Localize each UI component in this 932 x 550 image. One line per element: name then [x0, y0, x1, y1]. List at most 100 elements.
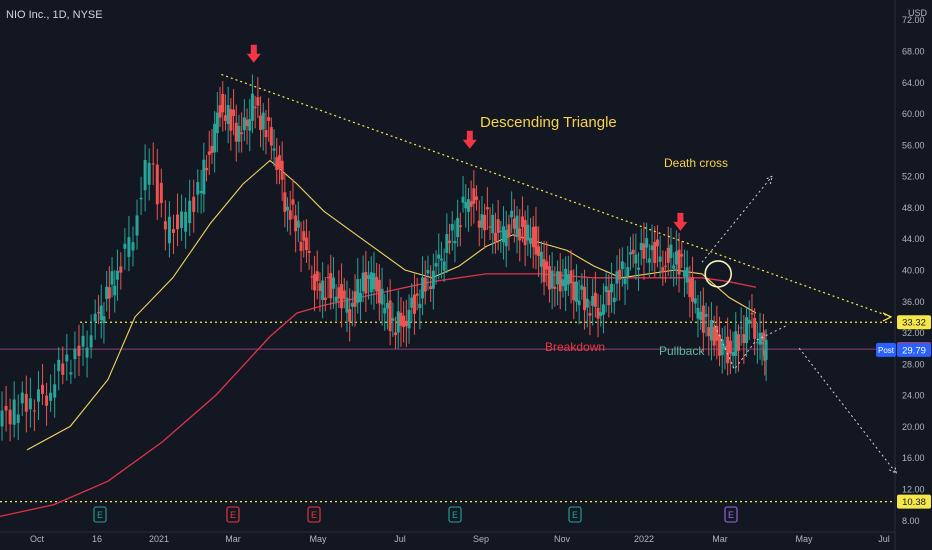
- candle-body: [176, 214, 180, 230]
- y-tick-label: 8.00: [902, 516, 920, 526]
- candle-body: [261, 112, 265, 130]
- candle-body: [510, 210, 514, 218]
- candle-body: [61, 363, 65, 375]
- candle-body: [180, 211, 184, 229]
- candle-body: [299, 241, 303, 251]
- candle-body: [699, 311, 703, 320]
- candle-body: [607, 290, 611, 306]
- candle-body: [28, 398, 32, 410]
- candle-body: [507, 224, 511, 237]
- candle-body: [99, 305, 103, 321]
- candle-body: [569, 270, 573, 284]
- earnings-marker-icon: [448, 506, 462, 523]
- candle-body: [707, 327, 711, 337]
- candle-body: [385, 303, 389, 309]
- candle-body: [518, 228, 522, 241]
- candle-body: [642, 243, 646, 259]
- level-tag-label: 33.32: [902, 318, 926, 329]
- candle-body: [628, 252, 632, 255]
- candle-body: [167, 216, 171, 244]
- candle-body: [315, 271, 319, 282]
- candle-body: [728, 340, 732, 354]
- y-tick-label: 28.00: [902, 359, 925, 369]
- candle-body: [558, 271, 562, 292]
- y-tick-label: 16.00: [902, 453, 925, 463]
- candle-body: [8, 409, 12, 425]
- candle-body: [561, 279, 565, 287]
- candle-body: [764, 339, 768, 360]
- candle-body: [57, 359, 61, 372]
- candle-body: [407, 309, 411, 329]
- candle-body: [45, 395, 49, 406]
- candle-body: [442, 261, 446, 271]
- candle-body: [345, 297, 349, 313]
- candle-body: [69, 372, 73, 375]
- resistance-arrow-head: [882, 312, 893, 322]
- candle-body: [41, 384, 45, 394]
- candle-body: [135, 215, 139, 236]
- earnings-marker-label: E: [572, 510, 578, 520]
- candle-body: [65, 354, 69, 362]
- candle-body: [291, 199, 295, 205]
- candle-body: [221, 93, 225, 113]
- descending-resistance-line: [221, 73, 892, 318]
- candle-body: [286, 206, 290, 211]
- currency-label: USD: [908, 8, 928, 18]
- indicator-lines: [0, 74, 768, 518]
- candle-body: [412, 294, 416, 314]
- death-cross-circle: [704, 260, 733, 288]
- candle-body: [321, 280, 325, 301]
- candle-body: [760, 341, 764, 345]
- candle-body: [523, 220, 527, 246]
- candle-body: [304, 237, 308, 251]
- candle-body: [512, 218, 516, 229]
- candle-body: [461, 196, 465, 203]
- candle-body: [259, 115, 263, 130]
- candle-body: [715, 326, 719, 341]
- candle-body: [93, 313, 97, 322]
- candle-body: [380, 288, 384, 305]
- candle-body: [356, 279, 360, 303]
- candle-body: [402, 315, 406, 328]
- candle-body: [661, 267, 665, 273]
- post-tag-prefix: Post: [878, 346, 895, 355]
- candle-body: [475, 196, 479, 200]
- arrow-head: [889, 465, 898, 475]
- candle-body: [423, 277, 427, 292]
- candle-body: [718, 334, 722, 356]
- peak-down-arrow-icon: [673, 212, 688, 231]
- candle-body: [437, 254, 441, 259]
- candle-body: [232, 109, 236, 116]
- candle-body: [269, 127, 273, 146]
- candle-body: [731, 352, 735, 356]
- candle-body: [275, 157, 279, 171]
- time-axis: Oct 16 2021 Mar May Jul Sep Nov 2022 Mar May Jul: [30, 534, 890, 544]
- candle-body: [601, 304, 605, 315]
- candle-body: [550, 270, 554, 289]
- candle-body: [85, 347, 89, 358]
- peak-down-arrow-icon: [462, 130, 477, 149]
- candle-body: [531, 226, 535, 248]
- level-tag-bg: [897, 494, 931, 509]
- earnings-marker-icon: [93, 506, 107, 523]
- candle-body: [618, 269, 622, 280]
- x-tick-label: 2022: [634, 534, 654, 544]
- candle-body: [599, 312, 603, 316]
- candle-body: [712, 327, 716, 346]
- candle-body: [610, 283, 614, 293]
- candle-body: [348, 309, 352, 322]
- candle-body: [496, 219, 500, 233]
- candle-body: [674, 251, 678, 265]
- candle-body: [253, 106, 257, 108]
- candle-body: [223, 115, 227, 121]
- candle-body: [720, 339, 724, 356]
- candle-body: [310, 276, 314, 278]
- candle-body: [256, 97, 260, 106]
- candle-body: [97, 312, 101, 314]
- earnings-marker-icon: [307, 506, 321, 523]
- candle-body: [680, 254, 684, 257]
- candle-body: [429, 286, 433, 290]
